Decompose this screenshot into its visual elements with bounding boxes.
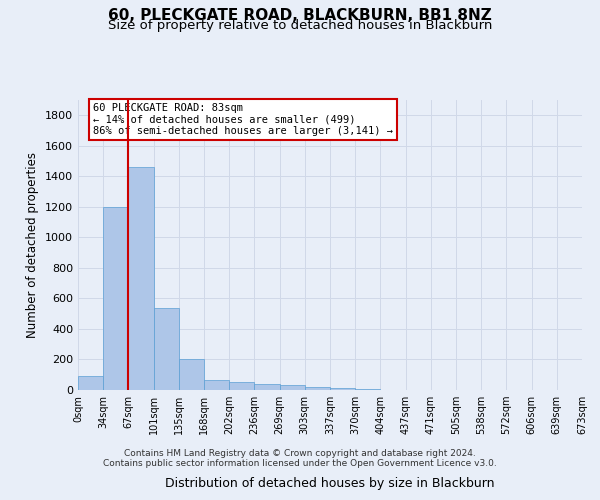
Bar — [330, 388, 355, 390]
Bar — [280, 386, 305, 390]
Bar — [78, 376, 103, 390]
Bar — [355, 389, 380, 390]
Bar — [103, 207, 128, 390]
Text: 60, PLECKGATE ROAD, BLACKBURN, BB1 8NZ: 60, PLECKGATE ROAD, BLACKBURN, BB1 8NZ — [108, 8, 492, 22]
Text: Distribution of detached houses by size in Blackburn: Distribution of detached houses by size … — [165, 477, 495, 490]
Bar — [305, 387, 330, 390]
Bar — [254, 384, 280, 390]
Y-axis label: Number of detached properties: Number of detached properties — [26, 152, 40, 338]
Text: Contains HM Land Registry data © Crown copyright and database right 2024.: Contains HM Land Registry data © Crown c… — [124, 448, 476, 458]
Text: 60 PLECKGATE ROAD: 83sqm
← 14% of detached houses are smaller (499)
86% of semi-: 60 PLECKGATE ROAD: 83sqm ← 14% of detach… — [93, 103, 393, 136]
Bar — [204, 380, 229, 390]
Bar — [179, 358, 204, 390]
Bar — [154, 308, 179, 390]
Text: Contains public sector information licensed under the Open Government Licence v3: Contains public sector information licen… — [103, 458, 497, 468]
Bar — [229, 382, 254, 390]
Text: Size of property relative to detached houses in Blackburn: Size of property relative to detached ho… — [108, 19, 492, 32]
Bar — [128, 167, 154, 390]
